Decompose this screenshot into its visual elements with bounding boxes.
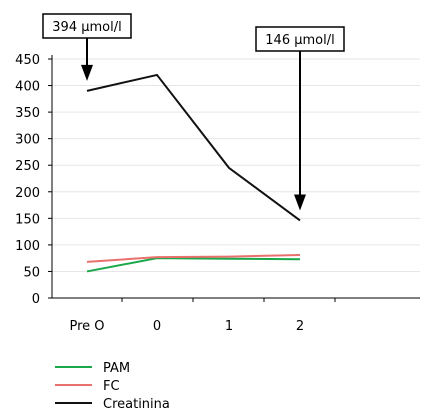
y-tick-label: 250 [15, 159, 40, 174]
x-tick-label: 0 [153, 319, 161, 334]
y-tick-label: 300 [15, 133, 40, 148]
y-tick-label: 100 [15, 239, 40, 254]
legend: PAM FC Creatinina [55, 361, 170, 410]
annotation-box [255, 26, 345, 52]
annotation-label: 394 µmol/l [52, 20, 121, 35]
y-tick-label: 350 [15, 106, 40, 121]
y-tick-label: 450 [15, 53, 40, 68]
x-tick-label: 1 [225, 319, 233, 334]
grid-lines [52, 58, 420, 272]
axes [51, 55, 420, 302]
legend-label-creatinina: Creatinina [103, 397, 170, 410]
y-tick-label: 0 [32, 292, 40, 307]
y-tick-label: 200 [15, 186, 40, 201]
series-lines [86, 73, 301, 273]
x-axis-ticks: Pre O 0 1 2 [69, 319, 304, 334]
y-tick-label: 400 [15, 80, 40, 95]
series-line-fc [86, 253, 301, 263]
annotation-arrow-head [81, 64, 93, 81]
x-tick-label: Pre O [69, 319, 104, 334]
legend-label-fc: FC [103, 379, 120, 394]
x-tick-label: 2 [296, 319, 304, 334]
annotation-box [42, 13, 132, 39]
annotations: 394 µmol/l 146 µmol/l [42, 13, 345, 211]
annotation-label: 146 µmol/l [265, 33, 334, 48]
legend-label-pam: PAM [103, 361, 130, 376]
y-tick-label: 50 [23, 265, 40, 280]
series-line-creatinina [86, 73, 301, 222]
annotation-arrow-head [294, 194, 306, 211]
series-line-pam [86, 257, 301, 273]
y-axis-ticks: 0 50 100 150 200 250 300 350 400 450 [15, 53, 52, 307]
y-tick-label: 150 [15, 212, 40, 227]
